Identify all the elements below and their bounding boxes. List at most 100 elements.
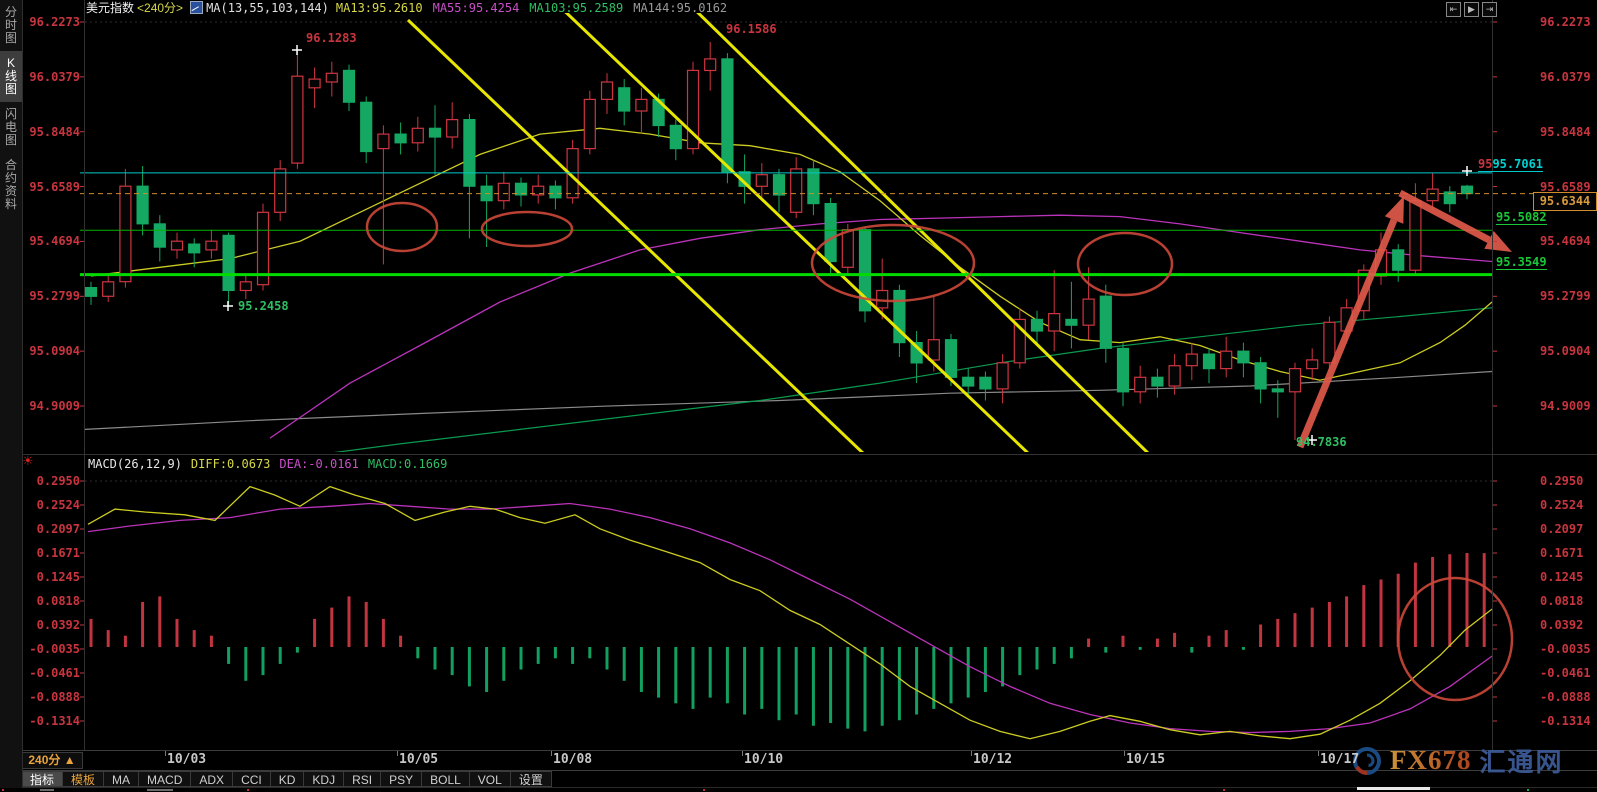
price-axis-label: 95.0904 xyxy=(29,344,80,359)
macd-axis-label: 0.2950 xyxy=(1540,474,1584,488)
macd-axis-label: -0.0461 xyxy=(1540,666,1591,680)
price-axis-label: 96.0379 xyxy=(29,69,80,84)
date-label: 10/08 xyxy=(553,752,593,767)
macd-axis-label: -0.0461 xyxy=(29,666,80,680)
chart-type-icon[interactable] xyxy=(190,1,204,14)
sliver-mark xyxy=(1527,789,1529,791)
date-tick xyxy=(1124,751,1125,756)
price-axis-label: 95.6589 xyxy=(29,179,80,194)
symbol-title: 美元指数 xyxy=(86,1,135,15)
macd-axis-label: 0.0818 xyxy=(36,594,80,608)
price-axis-label: 96.0379 xyxy=(1540,69,1591,84)
support-level-2-label: 95.3549 xyxy=(1496,255,1547,270)
toolbar-button-KD[interactable]: KD xyxy=(270,771,305,787)
bottom-clipped-row xyxy=(0,787,1597,792)
price-axis-label: 95.0904 xyxy=(1540,344,1591,359)
sidebar-tab-合约资料[interactable]: 合约资料 xyxy=(4,158,17,211)
period-selector-button[interactable]: 240分 ▲ xyxy=(21,752,83,769)
indicator-settings-icon[interactable]: ☀ xyxy=(22,453,34,468)
ma-values: MA13:95.2610 MA55:95.4254 MA103:95.2589 MA1… xyxy=(336,1,727,15)
price-axis-label: 95.2799 xyxy=(29,289,80,304)
toolbar-button-MACD[interactable]: MACD xyxy=(139,771,192,787)
support-level-1-label: 95.5082 xyxy=(1496,210,1547,225)
sidebar-tab-分时图[interactable]: 分时图 xyxy=(4,5,17,45)
sliver-mark xyxy=(1223,789,1225,791)
macd-axis-label: 0.2097 xyxy=(1540,522,1584,536)
macd-axis-label: 0.2524 xyxy=(36,498,80,512)
toolbar-bottom-divider xyxy=(0,787,1597,788)
toolbar-button-设置[interactable]: 设置 xyxy=(510,771,552,787)
price-annotation: 96.1586 xyxy=(726,22,777,36)
sidebar-tab-闪电图[interactable]: 闪电图 xyxy=(4,107,17,147)
date-label: 10/17 xyxy=(1320,752,1360,767)
play-right-icon[interactable]: ▶ xyxy=(1464,2,1479,17)
macd-axis-label: 0.1671 xyxy=(1540,546,1584,560)
price-annotation: 95.2458 xyxy=(238,299,289,313)
high-price-red: 95 xyxy=(1478,157,1493,171)
macd-axis-label: -0.1314 xyxy=(29,714,80,728)
date-label: 10/05 xyxy=(399,752,439,767)
toolbar-button-MA[interactable]: MA xyxy=(104,771,140,787)
macd-value: DIFF:0.0673 xyxy=(190,457,271,471)
macd-axis-label: 0.2950 xyxy=(36,474,80,488)
toolbar-button-模板[interactable]: 模板 xyxy=(63,771,105,787)
price-axis-label: 95.8484 xyxy=(29,124,80,139)
toolbar-button-CCI[interactable]: CCI xyxy=(233,771,271,787)
sliver-mark xyxy=(147,789,173,791)
fx678-logo-icon xyxy=(1353,746,1381,775)
price-axis-label: 96.2273 xyxy=(29,15,80,29)
sidebar-tab-K线图[interactable]: K线图 xyxy=(0,51,22,102)
ma-value: MA13:95.2610 xyxy=(335,0,423,15)
macd-axis-label: 0.2097 xyxy=(36,522,80,536)
toolbar-button-KDJ[interactable]: KDJ xyxy=(304,771,345,787)
macd-axis-label: -0.0888 xyxy=(29,690,80,704)
macd-header: MACD(26,12,9) DIFF:0.0673 DEA:-0.0161 MACD… xyxy=(88,457,447,471)
toolbar-button-PSY[interactable]: PSY xyxy=(381,771,423,787)
date-label: 10/03 xyxy=(167,752,207,767)
macd-axis-label: -0.0035 xyxy=(29,642,80,656)
price-annotation: 94.7836 xyxy=(1296,435,1347,449)
panel-divider[interactable] xyxy=(0,454,1597,455)
watermark-fx678: FX678 xyxy=(1390,745,1472,775)
date-tick xyxy=(1318,751,1319,756)
macd-value: MACD:0.1669 xyxy=(367,457,448,471)
toolbar-button-VOL[interactable]: VOL xyxy=(469,771,511,787)
chart-header: 美元指数 <240分> MA(13,55,103,144) MA13:95.261… xyxy=(86,0,727,16)
macd-axis-label: 0.0818 xyxy=(1540,594,1584,608)
macd-axis-label: 0.2524 xyxy=(1540,498,1584,512)
date-tick xyxy=(551,751,552,756)
macd-value: DEA:-0.0161 xyxy=(279,457,359,471)
price-axis-label: 94.9009 xyxy=(29,398,80,413)
price-axis-label: 96.2273 xyxy=(1540,15,1591,29)
date-label: 10/10 xyxy=(744,752,784,767)
ma-value: MA55:95.4254 xyxy=(432,0,520,15)
sliver-mark xyxy=(703,789,705,791)
compress-right-icon[interactable]: ⇥ xyxy=(1482,2,1497,17)
toolbar-button-BOLL[interactable]: BOLL xyxy=(422,771,470,787)
date-tick xyxy=(971,751,972,756)
date-label: 10/15 xyxy=(1126,752,1166,767)
watermark: FX678 汇通网 xyxy=(1352,742,1564,779)
date-tick xyxy=(742,751,743,756)
macd-axis-label: 0.1245 xyxy=(36,570,80,584)
toolbar-button-RSI[interactable]: RSI xyxy=(344,771,382,787)
ma-settings-label: MA(13,55,103,144) xyxy=(206,0,329,15)
price-axis-label: 95.4694 xyxy=(29,234,80,249)
watermark-huitong: 汇通网 xyxy=(1479,747,1564,777)
toolbar-divider xyxy=(0,770,1597,771)
ma-value: MA144:95.0162 xyxy=(633,0,728,15)
macd-axis-label: 0.0392 xyxy=(36,618,80,632)
period-label: <240分> xyxy=(137,1,184,15)
chart-scale-controls: ⇤ ▶ ⇥ xyxy=(1446,2,1497,17)
indicator-toolbar: 指标 模板 MA MACD ADX CCI KD KDJ RSI PSY BOLL VOL 设置 xyxy=(21,771,552,787)
high-price-cyan: 95.7061 xyxy=(1492,157,1544,171)
date-label: 10/12 xyxy=(973,752,1013,767)
toolbar-button-指标[interactable]: 指标 xyxy=(21,771,64,787)
compress-left-icon[interactable]: ⇤ xyxy=(1446,2,1461,17)
price-axis-label: 95.8484 xyxy=(1540,124,1591,139)
macd-values: DIFF:0.0673 DEA:-0.0161 MACD:0.1669 xyxy=(191,457,447,471)
timeline-divider xyxy=(0,750,1597,751)
toolbar-button-ADX[interactable]: ADX xyxy=(191,771,234,787)
